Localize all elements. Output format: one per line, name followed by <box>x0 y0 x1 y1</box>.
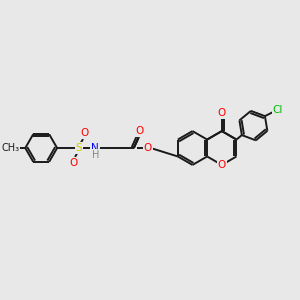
Text: O: O <box>69 158 77 168</box>
Text: CH₃: CH₃ <box>1 143 20 153</box>
Text: H: H <box>92 150 100 160</box>
Text: O: O <box>218 160 226 170</box>
Text: O: O <box>81 128 89 138</box>
Text: O: O <box>218 108 226 118</box>
Text: S: S <box>76 143 82 153</box>
Text: O: O <box>136 126 144 136</box>
Text: O: O <box>144 143 152 153</box>
Text: N: N <box>91 143 99 153</box>
Text: Cl: Cl <box>273 105 283 115</box>
